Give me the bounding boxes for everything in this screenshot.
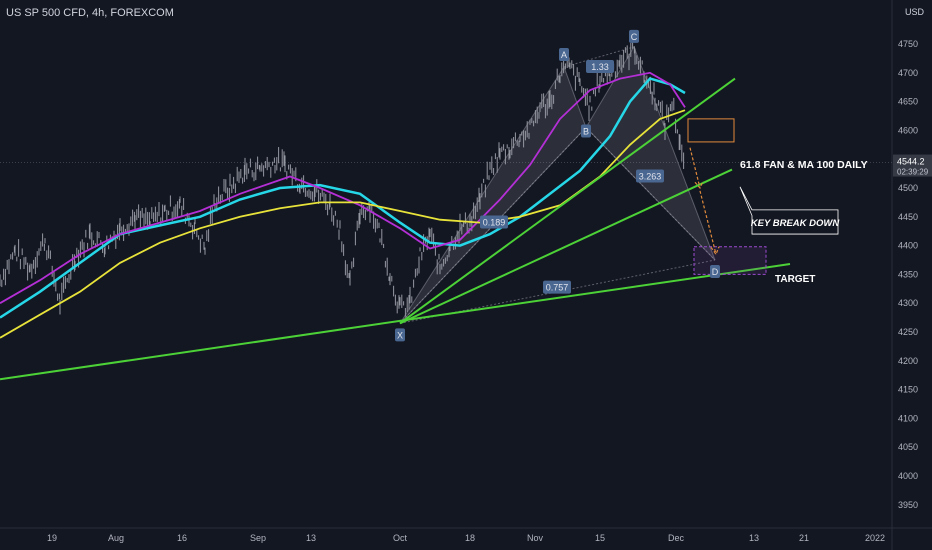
fan-line-mid[interactable]	[399, 168, 733, 325]
x-tick-label: 19	[47, 533, 57, 543]
ratio-labels: 1.33 0.189 3.263 0.757	[480, 60, 664, 294]
y-tick-label: 4000	[898, 471, 918, 481]
x-tick-label: 13	[749, 533, 759, 543]
ac-dotted-line	[563, 46, 635, 68]
y-tick-label: 4450	[898, 212, 918, 222]
annotations: 61.8 FAN & MA 100 DAILY KEY BREAK DOWN TAR…	[739, 159, 868, 285]
y-tick-label: 4350	[898, 269, 918, 279]
x-tick-label: Aug	[108, 533, 124, 543]
harmonic-points: X A B C D	[395, 29, 720, 342]
svg-text:X: X	[397, 330, 403, 340]
point-label-b: B	[581, 124, 591, 138]
bd-dotted-line	[585, 127, 716, 261]
svg-text:KEY BREAK DOWN: KEY BREAK DOWN	[751, 218, 841, 229]
y-tick-label: 4300	[898, 298, 918, 308]
y-tick-label: 4750	[898, 39, 918, 49]
x-tick-label: Nov	[527, 533, 544, 543]
candle-series	[0, 39, 685, 317]
resistance-box[interactable]	[687, 118, 735, 143]
x-tick-label: 21	[799, 533, 809, 543]
ratio-label: 3.263	[636, 169, 664, 183]
moving-averages	[0, 71, 686, 339]
point-label-a: A	[559, 48, 569, 62]
svg-text:B: B	[583, 127, 589, 137]
y-tick-label: 4600	[898, 125, 918, 135]
y-tick-label: 4500	[898, 183, 918, 193]
xb-dotted-line	[399, 127, 587, 324]
trendline-long[interactable]	[0, 263, 791, 381]
ratio-label: 1.33	[586, 60, 614, 74]
svg-text:C: C	[631, 32, 638, 42]
price-axis[interactable]: 3950 4000 4050 4100 4150 4200 4250 4300 4350 4400…	[898, 39, 918, 510]
time-axis[interactable]: 19 Aug 16 Sep 13 Oct 18 Nov 15 Dec 13 21 2022	[47, 533, 885, 543]
x-tick-label: Dec	[668, 533, 685, 543]
svg-text:0.757: 0.757	[546, 283, 569, 293]
ma-line	[0, 109, 686, 339]
svg-text:D: D	[712, 267, 719, 277]
y-tick-label: 4650	[898, 97, 918, 107]
point-label-x: X	[395, 328, 405, 342]
x-tick-label: Sep	[250, 533, 266, 543]
y-tick-label: 3950	[898, 500, 918, 510]
x-tick-label: 16	[177, 533, 187, 543]
ratio-label: 0.757	[543, 280, 571, 294]
orange-arrow-short	[689, 147, 704, 190]
x-tick-label: 2022	[865, 533, 885, 543]
price-tag-box	[893, 154, 932, 177]
last-price-tag: 4544.202:39:29	[893, 154, 932, 177]
annotation-target: TARGET	[775, 274, 815, 285]
x-tick-label: 18	[465, 533, 475, 543]
y-tick-label: 4400	[898, 241, 918, 251]
point-label-d: D	[710, 265, 720, 278]
point-label-c: C	[629, 29, 639, 43]
y-tick-label: 4050	[898, 442, 918, 452]
y-tick-label: 4150	[898, 385, 918, 395]
annotation-breakdown-callout: KEY BREAK DOWN	[739, 186, 841, 235]
price-tag-value: 4544.2	[897, 157, 925, 167]
svg-text:A: A	[561, 50, 567, 60]
x-tick-label: Oct	[393, 533, 408, 543]
y-tick-label: 4100	[898, 413, 918, 423]
svg-text:3.263: 3.263	[639, 171, 662, 181]
fan-line-steep[interactable]	[399, 77, 736, 325]
price-tag-countdown: 02:39:29	[897, 168, 929, 177]
annotation-fan: 61.8 FAN & MA 100 DAILY	[740, 159, 868, 171]
orange-arrow-long	[699, 190, 720, 256]
y-tick-label: 4700	[898, 68, 918, 78]
chart-title: US SP 500 CFD, 4h, FOREXCOM	[6, 7, 174, 19]
svg-text:1.33: 1.33	[591, 62, 609, 72]
y-tick-label: 4200	[898, 356, 918, 366]
x-tick-label: 15	[595, 533, 605, 543]
svg-text:0.189: 0.189	[483, 218, 506, 228]
ma-line	[0, 71, 686, 304]
ratio-label: 0.189	[480, 215, 508, 229]
x-tick-label: 13	[306, 533, 316, 543]
ma-line	[0, 77, 686, 319]
currency-label: USD	[905, 7, 925, 17]
target-zone-box[interactable]	[693, 246, 767, 275]
y-tick-label: 4250	[898, 327, 918, 337]
